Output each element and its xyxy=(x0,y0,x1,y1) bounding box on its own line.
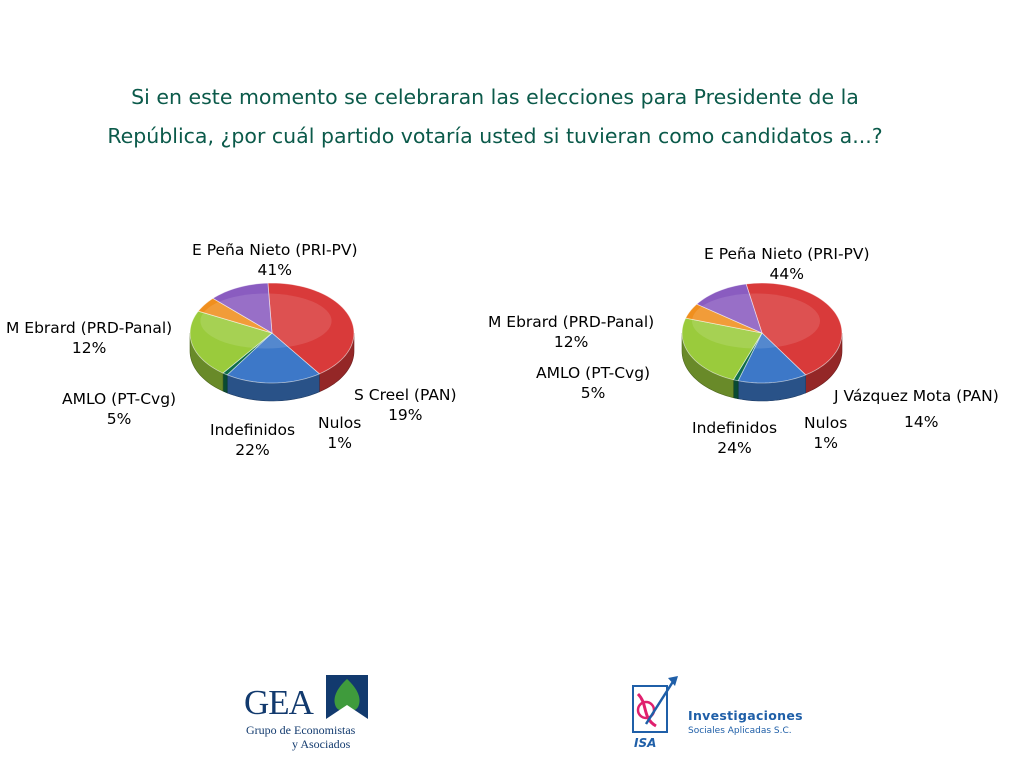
label-nulos-right: Nulos 1% xyxy=(804,414,848,452)
label-creel-left: S Creel (PAN) 19% xyxy=(354,386,457,424)
gea-mark-icon xyxy=(326,675,368,719)
label-nulos-left: Nulos 1% xyxy=(318,414,362,452)
pie2-highlight xyxy=(692,293,820,349)
gea-logo-sub2: y Asociados xyxy=(292,737,351,751)
pie2-slice-0 xyxy=(745,282,843,376)
label-ebrard-left: M Ebrard (PRD-Panal) 12% xyxy=(6,319,173,357)
pie1-highlight xyxy=(200,293,332,349)
label-ebrard-right: M Ebrard (PRD-Panal) 12% xyxy=(488,313,655,351)
label-vazquez-mota-right-value: 14% xyxy=(904,413,939,431)
title-line-1: Si en este momento se celebraran las ele… xyxy=(131,85,859,109)
gea-logo-sub1: Grupo de Economistas xyxy=(246,723,356,737)
title-line-2: República, ¿por cuál partido votaría ust… xyxy=(107,124,883,148)
pie1-slice-0 xyxy=(267,282,355,375)
pie1-slice-3 xyxy=(189,310,273,374)
label-indefinidos-right: Indefinidos 24% xyxy=(692,419,778,457)
pie1-slice-5 xyxy=(212,282,273,334)
pie1-slice-1 xyxy=(226,332,321,384)
pie1-slice-4 xyxy=(197,297,273,334)
chart-title: Si en este momento se celebraran las ele… xyxy=(40,78,950,156)
pie2-side-2 xyxy=(733,379,739,400)
pie2-slice-1 xyxy=(737,332,807,384)
label-amlo-left: AMLO (PT-Cvg) 5% xyxy=(62,390,177,428)
pie2-slice-4 xyxy=(685,303,763,334)
isa-logo-line1: Investigaciones xyxy=(688,708,803,723)
pie2-slice-3 xyxy=(681,317,763,381)
gea-logo-word: GEA xyxy=(244,683,314,722)
label-indefinidos-left: Indefinidos 22% xyxy=(210,421,296,459)
svg-text:ISA: ISA xyxy=(634,736,656,750)
isa-logo: ISA Investigaciones Sociales Aplicadas S… xyxy=(630,672,810,752)
label-pena-nieto-left: E Peña Nieto (PRI-PV) 41% xyxy=(192,241,358,279)
isa-mark-icon: ISA xyxy=(632,676,678,750)
isa-logo-line2: Sociales Aplicadas S.C. xyxy=(688,726,792,736)
label-amlo-right: AMLO (PT-Cvg) 5% xyxy=(536,364,651,402)
gea-logo: GEA Grupo de Economistas y Asociados xyxy=(244,673,374,753)
label-vazquez-mota-right: J Vázquez Mota (PAN) xyxy=(834,387,999,405)
label-pena-nieto-right: E Peña Nieto (PRI-PV) 44% xyxy=(704,245,870,283)
pie1-side-2 xyxy=(222,372,228,394)
pie2-slice-5 xyxy=(695,283,763,334)
